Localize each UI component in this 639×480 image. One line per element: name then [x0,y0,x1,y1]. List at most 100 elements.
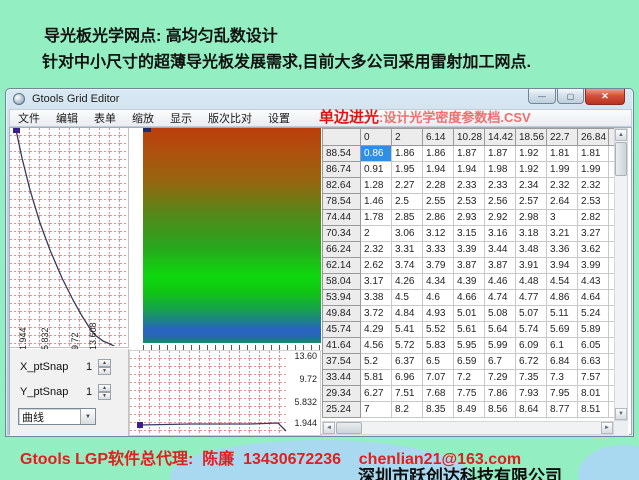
cell-r9-c6[interactable]: 4.86 [546,289,578,306]
cell-r2-c3[interactable]: 2.33 [453,177,485,194]
cell-r12-c3[interactable]: 5.95 [453,337,485,354]
cell-r5-c5[interactable]: 3.18 [515,225,547,242]
y-snap-up-icon[interactable]: ▲ [98,384,111,392]
cell-r7-c5[interactable]: 3.91 [515,257,547,274]
cell-r9-c7[interactable]: 4.64 [577,289,609,306]
row-header-88.54[interactable]: 88.54 [322,145,361,162]
cell-r8-c5[interactable]: 4.48 [515,273,547,290]
curve-start-marker[interactable] [13,128,20,133]
x-snap-value[interactable]: 1 [85,361,93,373]
cell-r13-c5[interactable]: 6.72 [515,353,547,370]
menu-item-3[interactable]: 表单 [94,113,116,125]
cell-r3-c5[interactable]: 2.57 [515,193,547,210]
cell-r3-c3[interactable]: 2.53 [453,193,485,210]
cell-r0-c3[interactable]: 1.87 [453,145,485,162]
cell-r6-c1[interactable]: 3.31 [391,241,423,258]
cell-r10-c1[interactable]: 4.84 [391,305,423,322]
cell-r12-c5[interactable]: 6.09 [515,337,547,354]
cell-r16-c3[interactable]: 8.49 [453,401,485,418]
maximize-button[interactable]: ▢ [557,89,584,104]
row-header-82.64[interactable]: 82.64 [322,177,361,194]
cell-r8-c0[interactable]: 3.17 [360,273,392,290]
cell-r4-c7[interactable]: 2.82 [577,209,609,226]
cell-r4-c0[interactable]: 1.78 [360,209,392,226]
cell-r9-c4[interactable]: 4.74 [484,289,516,306]
cell-r16-c7[interactable]: 8.51 [577,401,609,418]
vertical-scrollbar[interactable]: ▲ ▼ [614,128,628,421]
menu-item-2[interactable]: 编辑 [56,113,78,125]
cell-r8-c1[interactable]: 4.26 [391,273,423,290]
row-header-74.44[interactable]: 74.44 [322,209,361,226]
menu-item-1[interactable]: 文件 [18,113,40,125]
cell-r3-c4[interactable]: 2.56 [484,193,516,210]
density-gradient-view[interactable] [143,128,321,343]
cell-r6-c2[interactable]: 3.33 [422,241,454,258]
row-header-41.64[interactable]: 41.64 [322,337,361,354]
cell-r7-c7[interactable]: 3.99 [577,257,609,274]
cell-r10-c4[interactable]: 5.08 [484,305,516,322]
corner-header-cell[interactable] [322,128,361,146]
cell-r2-c1[interactable]: 2.27 [391,177,423,194]
row-header-33.44[interactable]: 33.44 [322,369,361,386]
cell-r1-c0[interactable]: 0.91 [360,161,392,178]
vertical-scroll-thumb[interactable] [615,142,627,176]
x-snap-up-icon[interactable]: ▲ [98,359,111,367]
row-header-49.84[interactable]: 49.84 [322,305,361,322]
cell-r11-c1[interactable]: 5.41 [391,321,423,338]
cell-r12-c4[interactable]: 5.99 [484,337,516,354]
cell-r12-c2[interactable]: 5.83 [422,337,454,354]
col-header-6.14[interactable]: 6.14 [422,128,454,146]
cell-r6-c5[interactable]: 3.48 [515,241,547,258]
horizontal-scrollbar[interactable]: ◄ ► [322,421,614,435]
cell-r0-c6[interactable]: 1.81 [546,145,578,162]
cell-r4-c2[interactable]: 2.86 [422,209,454,226]
cell-r5-c0[interactable]: 2 [360,225,392,242]
cell-r14-c3[interactable]: 7.2 [453,369,485,386]
cell-r16-c4[interactable]: 8.56 [484,401,516,418]
cell-r2-c6[interactable]: 2.32 [546,177,578,194]
cell-r15-c0[interactable]: 6.27 [360,385,392,402]
cell-r13-c3[interactable]: 6.59 [453,353,485,370]
cell-r12-c1[interactable]: 5.72 [391,337,423,354]
cell-r15-c2[interactable]: 7.68 [422,385,454,402]
cell-r7-c4[interactable]: 3.87 [484,257,516,274]
col-header-22.7[interactable]: 22.7 [546,128,578,146]
col-header-26.84[interactable]: 26.84 [577,128,609,146]
cell-r11-c0[interactable]: 4.29 [360,321,392,338]
cell-r5-c1[interactable]: 3.06 [391,225,423,242]
cell-r1-c3[interactable]: 1.94 [453,161,485,178]
cell-r5-c6[interactable]: 3.21 [546,225,578,242]
cell-r12-c7[interactable]: 6.05 [577,337,609,354]
cell-r13-c0[interactable]: 5.2 [360,353,392,370]
cell-r16-c2[interactable]: 8.35 [422,401,454,418]
cell-r8-c7[interactable]: 4.43 [577,273,609,290]
cell-r6-c6[interactable]: 3.36 [546,241,578,258]
cell-r15-c4[interactable]: 7.86 [484,385,516,402]
cell-r5-c7[interactable]: 3.27 [577,225,609,242]
menu-item-6[interactable]: 版次比对 [208,113,252,125]
cell-r7-c0[interactable]: 2.62 [360,257,392,274]
cell-r4-c5[interactable]: 2.98 [515,209,547,226]
cell-r7-c2[interactable]: 3.79 [422,257,454,274]
cell-r15-c5[interactable]: 7.93 [515,385,547,402]
cell-r2-c7[interactable]: 2.32 [577,177,609,194]
col-header-18.56[interactable]: 18.56 [515,128,547,146]
y-snap-down-icon[interactable]: ▼ [98,392,111,400]
cell-r5-c4[interactable]: 3.16 [484,225,516,242]
x-snap-down-icon[interactable]: ▼ [98,367,111,375]
cell-r5-c2[interactable]: 3.12 [422,225,454,242]
cell-r8-c4[interactable]: 4.46 [484,273,516,290]
cell-r13-c7[interactable]: 6.63 [577,353,609,370]
left-curve-plot[interactable]: 1.944 5.832 9.72 13.608 [10,128,129,350]
cell-r4-c1[interactable]: 2.85 [391,209,423,226]
row-header-25.24[interactable]: 25.24 [322,401,361,418]
cell-r16-c5[interactable]: 8.64 [515,401,547,418]
scroll-up-icon[interactable]: ▲ [615,129,627,141]
cell-r14-c0[interactable]: 5.81 [360,369,392,386]
col-header-2[interactable]: 2 [391,128,423,146]
cell-r13-c2[interactable]: 6.5 [422,353,454,370]
cell-r3-c0[interactable]: 1.46 [360,193,392,210]
row-profile-curve[interactable] [139,422,287,432]
cell-r12-c6[interactable]: 6.1 [546,337,578,354]
cell-r15-c3[interactable]: 7.75 [453,385,485,402]
